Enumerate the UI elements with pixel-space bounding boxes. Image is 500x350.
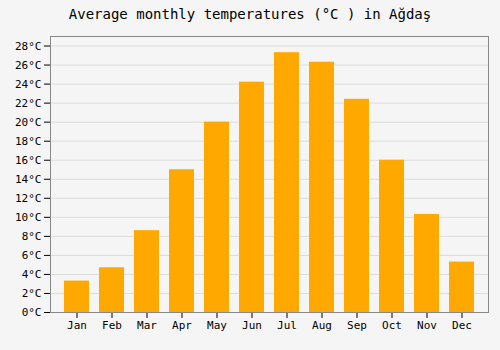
svg-text:18°C: 18°C (15, 135, 42, 148)
svg-text:Sep: Sep (347, 319, 367, 332)
svg-text:Apr: Apr (172, 319, 192, 332)
svg-text:0°C: 0°C (22, 306, 42, 319)
svg-text:10°C: 10°C (15, 211, 42, 224)
svg-text:Feb: Feb (102, 319, 122, 332)
svg-text:2°C: 2°C (22, 287, 42, 300)
svg-text:8°C: 8°C (22, 230, 42, 243)
svg-text:Oct: Oct (382, 319, 402, 332)
svg-text:Mar: Mar (137, 319, 157, 332)
svg-text:Aug: Aug (312, 319, 332, 332)
html-text:Average monthly temperatures (: Average monthly temperatures (°C ) in Ağ… (68, 6, 432, 22)
svg-text:6°C: 6°C (22, 249, 42, 262)
svg-text:Nov: Nov (417, 319, 437, 332)
svg-text:May: May (207, 319, 227, 332)
svg-text:Dec: Dec (452, 319, 472, 332)
svg-text:Jun: Jun (242, 319, 262, 332)
svg-text:22°C: 22°C (15, 97, 42, 110)
svg-text:16°C: 16°C (15, 154, 42, 167)
svg-text:20°C: 20°C (15, 116, 42, 129)
svg-text:26°C: 26°C (15, 59, 42, 72)
svg-text:Jul: Jul (277, 319, 297, 332)
svg-text:28°C: 28°C (15, 40, 42, 53)
svg-text:12°C: 12°C (15, 192, 42, 205)
svg-text:24°C: 24°C (15, 78, 42, 91)
svg-text:Jan: Jan (67, 319, 87, 332)
svg-text:14°C: 14°C (15, 173, 42, 186)
svg-text:4°C: 4°C (22, 268, 42, 281)
